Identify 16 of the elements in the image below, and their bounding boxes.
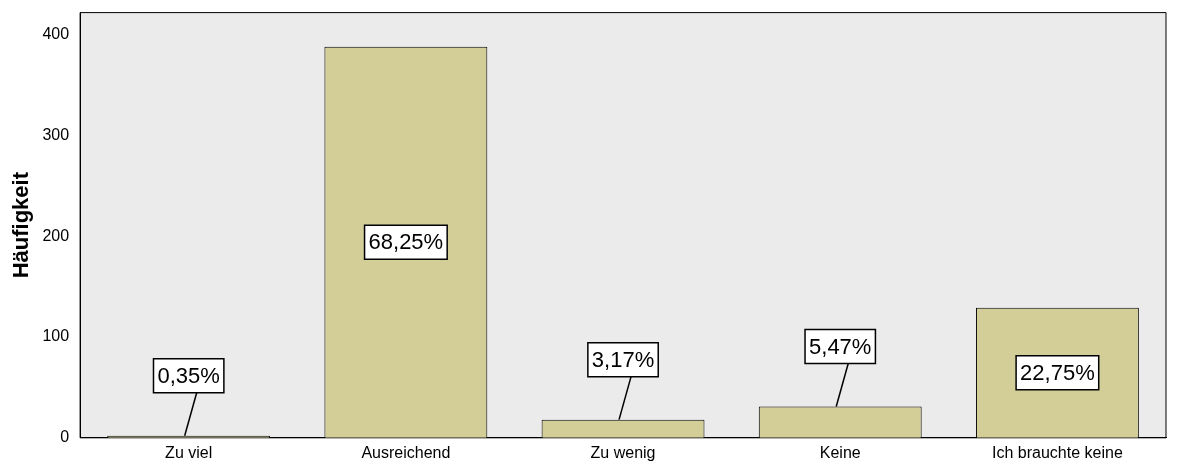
x-tick-label: Ich brauchte keine <box>992 443 1123 461</box>
annotation: 0,35% <box>157 362 220 388</box>
x-tick-label: Keine <box>819 443 861 461</box>
annotation: 5,47% <box>809 333 872 359</box>
x-tick-label: Ausreichend <box>361 443 451 461</box>
y-tick-label: 100 <box>42 327 70 345</box>
y-tick-label: 400 <box>42 25 70 43</box>
x-tick-label: Zu wenig <box>590 443 656 461</box>
y-axis-title: Häufigkeit <box>8 171 34 279</box>
y-tick-label: 0 <box>60 428 70 446</box>
x-tick-label: Zu viel <box>165 443 213 461</box>
y-tick-label: 200 <box>42 226 70 244</box>
annotation: 3,17% <box>591 346 655 372</box>
annotation: 22,75% <box>1020 359 1095 385</box>
annotation: 68,25% <box>368 229 444 255</box>
y-tick-label: 300 <box>42 125 70 143</box>
